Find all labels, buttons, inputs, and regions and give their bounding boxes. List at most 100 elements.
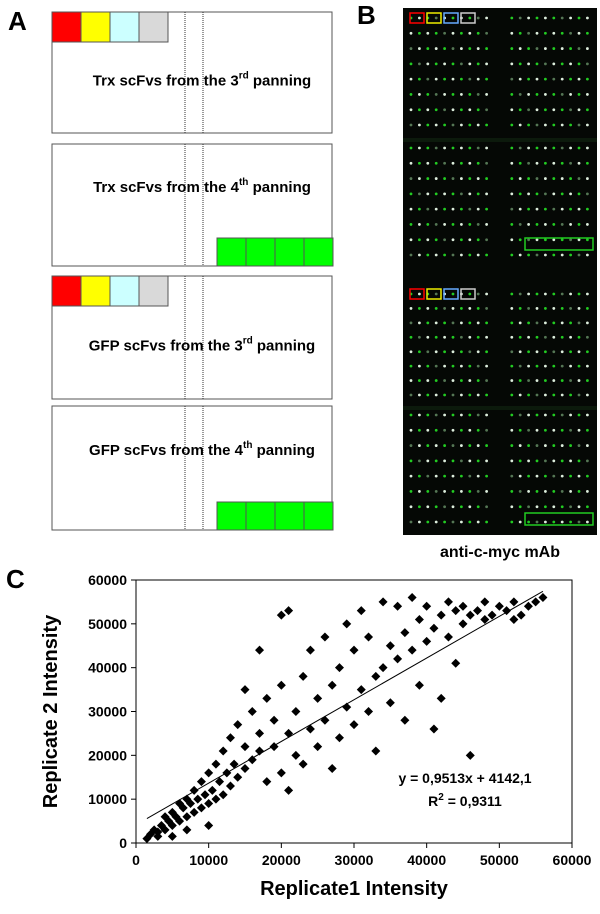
spot: [476, 31, 480, 35]
point: [233, 772, 243, 782]
spot: [510, 62, 514, 66]
spot: [586, 292, 589, 296]
point: [422, 636, 432, 646]
point: [305, 645, 315, 655]
y-tick-label: 10000: [88, 791, 127, 807]
spot: [460, 31, 463, 35]
spot: [485, 16, 488, 20]
spot: [426, 321, 430, 325]
spot: [476, 223, 480, 226]
spot: [418, 505, 421, 509]
spot: [586, 47, 589, 50]
spot: [451, 47, 455, 50]
spot: [535, 77, 539, 81]
point: [334, 663, 344, 673]
spot: [460, 335, 463, 339]
spot: [577, 490, 581, 493]
spot: [560, 93, 564, 96]
green-cell: [216, 237, 247, 267]
spot: [569, 146, 572, 150]
spot: [586, 161, 589, 165]
spot: [460, 161, 463, 165]
point: [320, 715, 330, 725]
spot: [409, 161, 413, 165]
array-spots: [409, 16, 589, 524]
point: [240, 742, 250, 752]
spot: [434, 62, 438, 66]
equation: y = 0,9513x + 4142,1: [398, 770, 531, 786]
spot: [409, 350, 413, 354]
spot: [451, 238, 455, 242]
point: [247, 707, 257, 716]
spot: [586, 93, 589, 96]
spot: [460, 505, 463, 509]
spot: [443, 379, 446, 382]
spot: [434, 393, 438, 397]
spot: [460, 307, 463, 310]
spot: [418, 413, 421, 417]
spot: [518, 108, 522, 112]
spot: [468, 474, 472, 478]
spot: [409, 364, 413, 368]
spot: [460, 223, 463, 226]
spot: [476, 459, 480, 463]
spot: [510, 108, 514, 112]
point: [305, 724, 315, 734]
spot: [569, 31, 572, 35]
spot: [577, 77, 581, 81]
spot: [443, 207, 446, 211]
spot: [468, 62, 472, 66]
spot: [586, 146, 589, 150]
point: [211, 759, 221, 769]
spot: [577, 47, 581, 50]
spot: [426, 177, 430, 180]
point: [196, 803, 206, 813]
point: [523, 601, 533, 611]
point: [298, 671, 308, 681]
spot: [476, 253, 480, 257]
spot: [418, 93, 421, 96]
spot: [518, 350, 522, 354]
spot: [485, 393, 488, 397]
spot: [485, 238, 488, 242]
point: [189, 807, 199, 817]
spot: [451, 490, 455, 493]
spot: [476, 413, 480, 417]
point: [378, 597, 388, 607]
spot: [434, 192, 438, 196]
spot: [535, 505, 539, 509]
spot: [443, 238, 446, 242]
spot: [544, 292, 547, 296]
spot: [527, 474, 530, 478]
spot: [535, 459, 539, 463]
spot: [527, 292, 530, 296]
spot: [451, 223, 455, 226]
spot: [485, 364, 488, 368]
spot: [418, 459, 421, 463]
spot: [476, 505, 480, 509]
spot: [544, 238, 547, 242]
spot: [535, 292, 539, 296]
point: [385, 641, 395, 651]
spot: [577, 31, 581, 35]
spot: [485, 444, 488, 447]
spot: [510, 520, 514, 524]
spot: [518, 146, 522, 150]
spot: [485, 490, 488, 493]
spot: [510, 474, 514, 478]
spot: [460, 393, 463, 397]
spot: [485, 335, 488, 339]
spot: [518, 238, 522, 242]
spot: [552, 307, 556, 310]
spot: [451, 146, 455, 150]
spot: [527, 238, 530, 242]
spot: [434, 108, 438, 112]
spot: [451, 77, 455, 81]
spot: [586, 379, 589, 382]
point: [327, 680, 337, 690]
spot: [434, 321, 438, 325]
spot: [409, 335, 413, 339]
point: [262, 693, 272, 703]
array-image: [403, 8, 597, 535]
spot: [586, 77, 589, 81]
